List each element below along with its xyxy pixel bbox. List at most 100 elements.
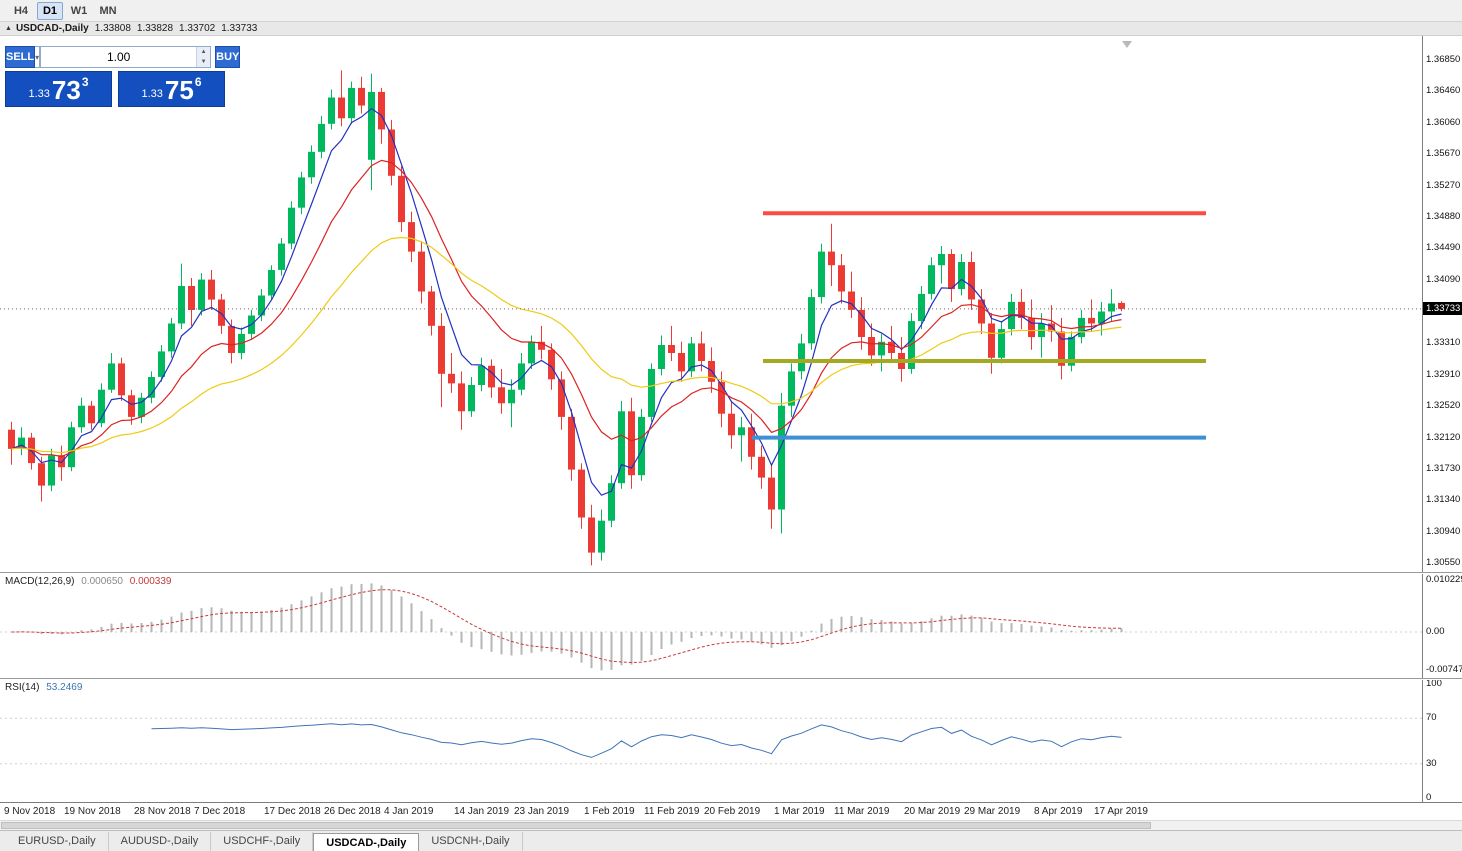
rsi-value: 53.2469 — [46, 682, 83, 693]
timeframe-button-d1[interactable]: D1 — [37, 1, 63, 20]
macd-signal-value: 0.000339 — [129, 576, 172, 587]
tab-eurusd-daily[interactable]: EURUSD-,Daily — [6, 832, 109, 851]
tab-usdcnh-daily[interactable]: USDCNH-,Daily — [419, 832, 523, 851]
price-axis-label: 1.32120 — [1426, 431, 1461, 443]
date-axis-label: 26 Dec 2018 — [324, 806, 381, 817]
price-axis-label: 1.35670 — [1426, 148, 1461, 160]
buy-price-prefix: 1.33 — [141, 88, 163, 100]
one-click-trading-panel: SELL ▾ ▲ ▼ BUY 1.33 — [5, 46, 241, 107]
price-axis-label: 1.30550 — [1426, 557, 1461, 568]
rsi-name: RSI(14) — [5, 682, 40, 693]
rsi-axis-label: 100 — [1426, 680, 1442, 689]
date-axis-label: 4 Jan 2019 — [384, 806, 434, 817]
price-axis-label: 1.36060 — [1426, 117, 1461, 129]
chart-symbol-label: USDCAD-,Daily — [15, 23, 89, 34]
panel-splitter-macd[interactable] — [0, 572, 1462, 574]
volume-input[interactable] — [41, 47, 197, 67]
date-axis-label: 19 Nov 2018 — [64, 806, 121, 817]
macd-label: MACD(12,26,9) 0.000650 0.000339 — [5, 576, 175, 587]
price-axis-label: 1.34490 — [1426, 242, 1461, 254]
price-axis-label: 1.31340 — [1426, 493, 1461, 505]
timeframe-button-h4[interactable]: H4 — [13, 4, 29, 17]
date-axis-label: 8 Apr 2019 — [1034, 806, 1083, 817]
macd-axis-label: -0.007477 — [1426, 664, 1462, 675]
rsi-axis-label: 70 — [1426, 712, 1437, 724]
date-axis-label: 17 Dec 2018 — [264, 806, 321, 817]
buy-price-sup: 6 — [194, 75, 202, 89]
macd-axis-label: 0.010229 — [1426, 574, 1462, 585]
chart-high-value: 1.33828 — [136, 23, 174, 34]
date-axis: 9 Nov 2018 19 Nov 2018 28 Nov 2018 7 Dec 20… — [0, 802, 1462, 820]
volume-dropdown-button[interactable]: ▾ — [35, 46, 41, 68]
price-axis-label: 1.34090 — [1426, 274, 1461, 286]
rsi-plot[interactable]: RSI(14) 53.2469 — [0, 680, 1422, 802]
buy-price-big: 75 — [164, 75, 194, 105]
panel-splitter-rsi[interactable] — [0, 678, 1462, 680]
timeframe-button-mn[interactable]: MN — [99, 4, 117, 17]
price-axis-label: 1.33310 — [1426, 336, 1461, 348]
date-axis-label: 14 Jan 2019 — [454, 806, 510, 817]
macd-plot[interactable]: MACD(12,26,9) 0.000650 0.000339 — [0, 574, 1422, 678]
rsi-axis: 100 70 30 0 — [1422, 680, 1462, 802]
main-chart-panel: SELL ▾ ▲ ▼ BUY 1.33 — [0, 36, 1462, 572]
date-axis-label: 9 Nov 2018 — [4, 806, 56, 817]
horizontal-scrollbar[interactable] — [0, 820, 1462, 830]
sell-price-prefix: 1.33 — [28, 88, 50, 100]
chevron-down-icon: ▾ — [35, 52, 40, 62]
main-price-axis: 1.36850 1.36460 1.36060 1.35670 1.35270 1.348… — [1422, 36, 1462, 572]
sell-price-sup: 3 — [81, 75, 89, 89]
date-axis-label: 11 Feb 2019 — [644, 806, 700, 817]
tab-audusd-daily[interactable]: AUDUSD-,Daily — [109, 832, 212, 851]
sell-button[interactable]: SELL — [5, 46, 36, 68]
price-axis-label: 1.36850 — [1426, 54, 1461, 65]
chart-title-bar: ▲ USDCAD-,Daily 1.33808 1.33828 1.33702 … — [0, 22, 1462, 36]
date-axis-label: 1 Mar 2019 — [774, 806, 825, 817]
current-price-tag: 1.33733 — [1423, 301, 1462, 315]
date-axis-label: 11 Mar 2019 — [834, 806, 890, 817]
volume-decrease-button[interactable]: ▼ — [197, 57, 211, 67]
macd-axis-label: 0.00 — [1426, 625, 1445, 637]
rsi-panel: RSI(14) 53.2469 100 70 30 0 — [0, 680, 1462, 802]
macd-panel: MACD(12,26,9) 0.000650 0.000339 0.010229… — [0, 574, 1462, 678]
date-axis-label: 20 Feb 2019 — [704, 806, 761, 817]
price-axis-label: 1.30940 — [1426, 525, 1461, 537]
candlestick-chart — [0, 41, 1422, 566]
symbol-tab-bar: EURUSD-,Daily AUDUSD-,Daily USDCHF-,Daily U… — [0, 830, 1462, 851]
chart-low-value: 1.33702 — [179, 23, 216, 34]
volume-increase-button[interactable]: ▲ — [197, 47, 211, 57]
volume-field: ▲ ▼ — [40, 46, 212, 68]
chart-open-value: 1.33808 — [94, 23, 131, 34]
tab-usdcad-daily[interactable]: USDCAD-,Daily — [313, 833, 420, 851]
price-axis-label: 1.36460 — [1426, 85, 1461, 97]
buy-button[interactable]: BUY — [215, 46, 241, 68]
macd-chart — [0, 583, 1422, 671]
main-chart-plot[interactable]: SELL ▾ ▲ ▼ BUY 1.33 — [0, 36, 1422, 572]
date-axis-label: 17 Apr 2019 — [1094, 806, 1148, 817]
date-axis-label: 23 Jan 2019 — [514, 806, 570, 817]
tab-usdchf-daily[interactable]: USDCHF-,Daily — [211, 832, 314, 851]
sell-price-big: 73 — [51, 75, 81, 105]
date-axis-label: 7 Dec 2018 — [194, 806, 246, 817]
macd-main-value: 0.000650 — [81, 576, 123, 587]
timeframe-button-w1[interactable]: W1 — [70, 4, 88, 17]
price-axis-label: 1.31730 — [1426, 462, 1461, 474]
price-axis-label: 1.32910 — [1426, 368, 1461, 380]
rsi-axis-label: 0 — [1426, 792, 1432, 803]
price-axis-label: 1.35270 — [1426, 180, 1461, 192]
rsi-chart — [0, 717, 1422, 765]
chart-close-value: 1.33733 — [221, 23, 258, 34]
macd-name: MACD(12,26,9) — [5, 576, 75, 587]
buy-price-display[interactable]: 1.33 75 6 — [118, 71, 225, 107]
macd-axis: 0.010229 0.00 -0.007477 — [1422, 574, 1462, 678]
rsi-label: RSI(14) 53.2469 — [5, 682, 86, 693]
date-axis-label: 1 Feb 2019 — [584, 806, 635, 817]
sell-price-display[interactable]: 1.33 73 3 — [5, 71, 112, 107]
date-axis-label: 20 Mar 2019 — [904, 806, 961, 817]
date-axis-label: 29 Mar 2019 — [964, 806, 1021, 817]
symbol-marker-icon: ▲ — [5, 25, 12, 32]
scrollbar-thumb[interactable] — [1, 822, 1151, 829]
price-axis-label: 1.34880 — [1426, 211, 1461, 223]
rsi-axis-label: 30 — [1426, 757, 1437, 769]
date-axis-label: 28 Nov 2018 — [134, 806, 191, 817]
